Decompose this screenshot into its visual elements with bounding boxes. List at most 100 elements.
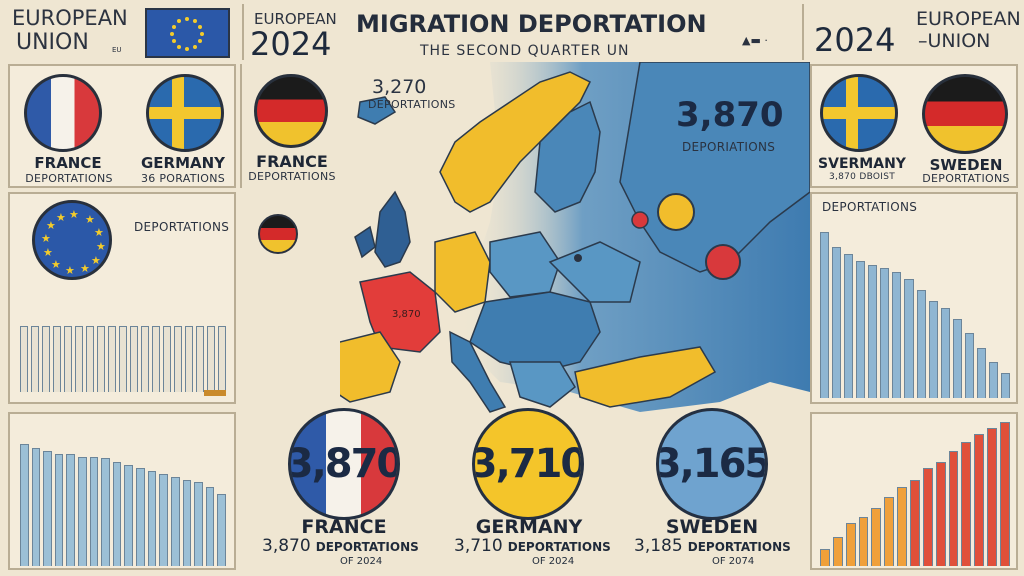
left-flag-caption-1: DEPORTATIONS	[25, 172, 113, 185]
bottom-right-chart-bar	[987, 428, 998, 566]
left-chart-label: DEPORTATIONS	[134, 220, 230, 234]
ireland-land	[354, 225, 376, 259]
left-chart-bar	[174, 326, 182, 392]
left-chart-bar	[185, 326, 193, 392]
left-chart-marker	[204, 390, 226, 396]
europe-map: 3,870 3,270 DEPORTATIONS 3,870 DEPORIATI…	[319, 61, 811, 422]
right-flag-panel: SVERMANY 3,870 DBOIST SWEDEN DEPORTATION…	[810, 64, 1018, 188]
stat-france: 3,870 FRANCE 3,870 DEPORTATIONS OF 2024	[262, 404, 442, 576]
eu-flag-header	[145, 8, 230, 58]
header-left-top: EUROPEAN	[12, 6, 128, 30]
middle-flag-panel: FRANCE DEPORTATIONS	[240, 64, 340, 188]
right-chart-bar	[976, 348, 986, 398]
title-block: MIGRATION DEPORTATION THE SECOND QUARTER…	[342, 4, 802, 60]
left-chart-bar	[152, 326, 160, 392]
bottom-right-chart-bar	[845, 523, 856, 566]
europe-map-svg: 3,870	[319, 61, 811, 413]
left-chart-bar	[31, 326, 39, 392]
right-flag-caption-1: 3,870 DBOIST	[828, 172, 896, 182]
germany-land	[434, 231, 491, 313]
map-right-value: 3,870	[676, 95, 784, 135]
stat-sweden-caption-value: 3,185	[634, 536, 683, 556]
left-chart-bar	[75, 326, 83, 392]
stat-france-caption-value: 3,870	[262, 536, 311, 556]
turkey-land	[574, 346, 717, 408]
bottom-right-chart-bar	[1000, 422, 1010, 566]
central-east-land	[469, 291, 601, 373]
map-right-caption: DEPORIATIONS	[682, 140, 776, 154]
right-sweden-flag-icon	[820, 74, 898, 152]
header-center-left-top: EUROPEAN	[254, 10, 337, 28]
page-title: MIGRATION DEPORTATION	[356, 10, 707, 38]
header-right-top: EUROPEAN	[916, 8, 1021, 30]
bottom-left-chart-bar	[136, 468, 145, 566]
stat-germany-caption-text: DEPORTATIONS	[507, 540, 611, 554]
bottom-right-chart-bar	[910, 480, 920, 566]
bottom-right-bar-chart	[820, 422, 1010, 566]
bottom-left-chart-bar	[66, 454, 76, 566]
stat-germany-country: GERMANY	[475, 516, 583, 538]
right-chart-bar	[820, 232, 830, 398]
bottom-left-chart-panel	[8, 412, 236, 570]
stat-germany: 3,710 GERMANY 3,710 DEPORTATIONS OF 2024	[454, 404, 634, 576]
header-left-bottom: UNION	[16, 30, 89, 55]
stat-sweden-caption: 3,185 DEPORTATIONS OF 2074	[634, 536, 810, 567]
bottom-left-chart-bar	[147, 471, 157, 566]
italy-land	[449, 330, 507, 413]
stat-sweden-caption-suffix: OF 2074	[712, 556, 755, 567]
bottom-right-chart-bar	[884, 497, 895, 566]
header-left-small: EU	[112, 46, 122, 54]
right-chart-panel: DEPORTATIONS	[810, 192, 1018, 404]
left-chart-bar	[108, 326, 116, 392]
bottom-left-chart-bar	[124, 465, 134, 566]
sweden-flag-icon	[146, 74, 224, 152]
left-chart-panel: ★ ★ ★ ★ ★ ★ ★ ★ ★ ★ ★ ★ DEPORTATIONS	[8, 192, 236, 404]
map-marker-icon	[657, 193, 695, 231]
left-chart-bar	[207, 326, 215, 392]
left-chart-bar	[97, 326, 105, 392]
left-chart-bar	[53, 326, 61, 392]
bottom-left-chart-bar	[205, 487, 215, 566]
right-chart-bar	[952, 319, 962, 398]
left-flag-caption-3: DEPORTATIONS	[248, 170, 336, 183]
right-chart-bar	[940, 308, 950, 398]
right-germany-flag-icon	[922, 74, 1008, 154]
bottom-right-chart-bar	[935, 462, 946, 566]
header-center-left: EUROPEAN 2024	[242, 4, 342, 60]
ukraine-land	[548, 241, 641, 303]
page-subtitle: THE SECOND QUARTER UN	[420, 43, 630, 59]
stat-sweden-value: 3,165	[656, 441, 768, 487]
eu-flag-icon: ★ ★ ★ ★ ★ ★ ★ ★ ★ ★ ★ ★	[32, 200, 112, 280]
stat-france-value: 3,870	[288, 441, 400, 487]
eu-stars-icon	[170, 17, 204, 51]
right-chart-bar	[964, 333, 974, 398]
left-chart-bar	[86, 326, 94, 392]
stat-france-country: FRANCE	[301, 516, 387, 538]
header-year-left: 2024	[250, 25, 332, 63]
left-flag-caption-2: 36 PORATIONS	[140, 172, 226, 185]
right-chart-bar	[988, 362, 998, 398]
bottom-right-chart-bar	[820, 549, 830, 566]
bottom-left-chart-bar	[217, 494, 226, 566]
left-chart-bar	[218, 326, 226, 392]
map-dot-icon	[574, 254, 582, 262]
map-flag-marker-icon	[705, 244, 741, 280]
left-flag-country-2: GERMANY	[140, 154, 226, 172]
uk-land	[374, 190, 411, 268]
stat-germany-value: 3,710	[472, 441, 584, 487]
bottom-right-chart-bar	[858, 517, 869, 566]
bottom-left-chart-bar	[182, 480, 192, 566]
right-chart-bar	[868, 265, 878, 398]
left-chart-bar	[130, 326, 138, 392]
stat-germany-caption-value: 3,710	[454, 536, 503, 556]
stat-france-caption: 3,870 DEPORTATIONS OF 2024	[262, 536, 442, 567]
bottom-left-chart-bar	[101, 458, 110, 566]
right-bar-chart	[820, 218, 1010, 398]
left-chart-bar	[42, 326, 50, 392]
bottom-right-chart-bar	[832, 537, 843, 566]
bottom-left-chart-bar	[89, 457, 99, 566]
left-flag-panel: FRANCE DEPORTATIONS GERMANY 36 PORATIONS	[8, 64, 236, 188]
bottom-left-chart-bar	[31, 448, 41, 566]
right-chart-bar	[916, 290, 926, 398]
stat-france-circle: 3,870	[288, 408, 400, 520]
